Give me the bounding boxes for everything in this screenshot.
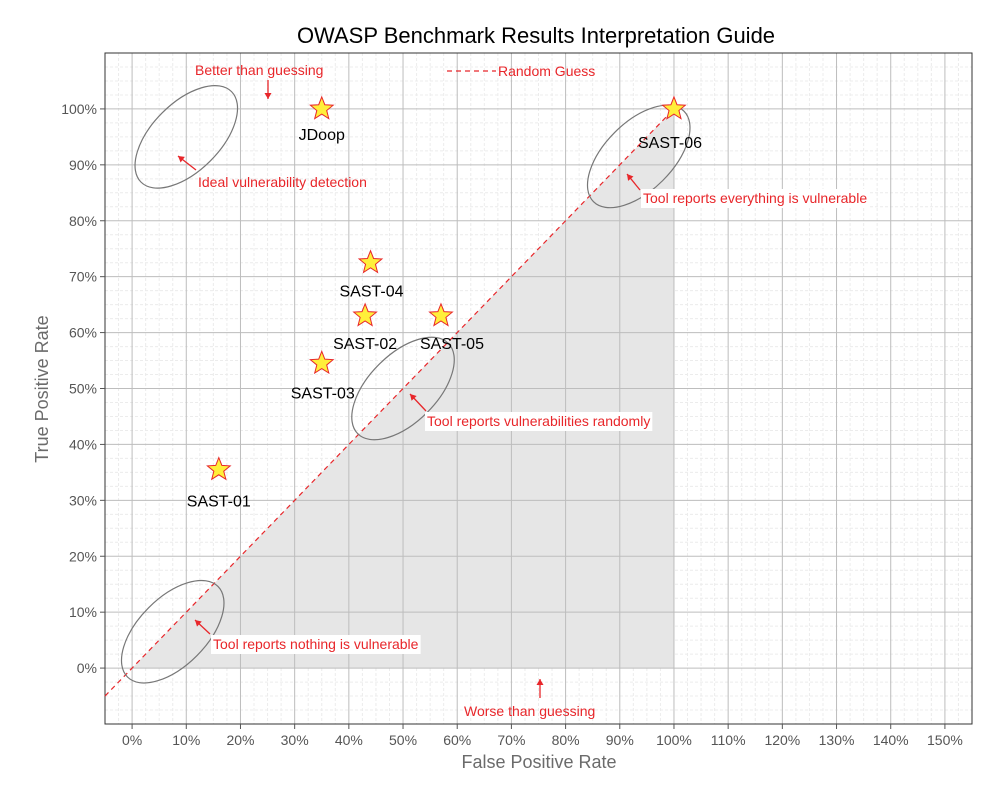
x-tick-label: 120% [764,732,800,748]
x-tick-label: 130% [819,732,855,748]
point-label-sast-05: SAST-05 [420,336,484,353]
arrow-head [178,156,185,163]
annotation-nothing-vulnerable-group: Tool reports nothing is vulnerable [211,635,421,654]
y-axis-title: True Positive Rate [32,315,52,462]
x-tick-label: 10% [172,732,200,748]
y-tick-label: 0% [77,660,97,676]
y-tick-label: 40% [69,436,97,452]
annotation-arrows [177,80,641,698]
point-marker-sast-05 [428,302,454,327]
x-tick-label: 140% [873,732,909,748]
annotation-nothing-vulnerable-bg [211,635,421,654]
random-guess-line [104,108,675,697]
x-tick-label: 40% [335,732,363,748]
y-tick-label: 90% [69,157,97,173]
arrow-head [195,620,202,627]
y-tick-label: 50% [69,381,97,397]
y-tick-label: 30% [69,492,97,508]
annotation-everything-vulnerable: Tool reports everything is vulnerable [643,190,867,206]
legend-random-guess: Random Guess [498,63,595,79]
legend: Random Guess [447,63,595,79]
annotation-random-bg [425,412,653,431]
x-tick-label: 30% [281,732,309,748]
annotation-better-than-guessing: Better than guessing [195,62,323,78]
arrow-head [264,93,272,99]
x-axis: 0% 10% 20% 30% 40% 50% 60% 70% 80% 90% 100% 110% 120… [122,724,963,748]
ideal-region-ellipse [134,85,239,189]
point-marker-sast-01 [206,456,232,481]
point-label-jdoop: JDoop [299,127,345,144]
y-tick-label: 100% [61,101,97,117]
x-tick-label: 50% [389,732,417,748]
annotation-everything-vulnerable-bg [641,189,870,208]
y-axis: 0% 10% 20% 30% 40% 50% 60% 70% 80% 90% 100% [61,101,105,676]
x-tick-label: 100% [656,732,692,748]
annotation-better-than-guessing-group: Better than guessing [195,62,323,78]
annotations: Better than guessing Ideal vulnerability … [195,62,870,719]
plot-area: 0% 10% 20% 30% 40% 50% 60% 70% 80% 90% 100% 110% 120… [61,52,973,748]
annotation-worse-than-guessing-group: Worse than guessing [464,703,595,719]
chart-title: OWASP Benchmark Results Interpretation G… [297,23,775,48]
annotation-random: Tool reports vulnerabilities randomly [427,413,650,429]
point-marker-jdoop [309,95,335,120]
annotation-worse-than-guessing: Worse than guessing [464,703,595,719]
y-tick-label: 20% [69,548,97,564]
annotation-random-group: Tool reports vulnerabilities randomly [425,412,653,431]
arrow-head [536,679,544,685]
arrow-head [410,394,417,401]
everything-vulnerable-ellipse [586,104,691,209]
point-marker-sast-06 [661,95,687,120]
x-axis-title: False Positive Rate [461,752,616,772]
point-label-sast-03: SAST-03 [291,385,355,402]
annotation-nothing-vulnerable: Tool reports nothing is vulnerable [213,636,419,652]
point-label-sast-02: SAST-02 [333,336,397,353]
annotation-ideal-detection: Ideal vulnerability detection [198,174,367,190]
x-tick-label: 60% [443,732,471,748]
x-tick-label: 0% [122,732,142,748]
y-tick-label: 80% [69,213,97,229]
y-tick-label: 70% [69,269,97,285]
x-tick-label: 80% [552,732,580,748]
x-tick-label: 70% [497,732,525,748]
data-points: JDoop SAST-04 SAST-02 SAST-05 SAST-03 SAST-01… [187,95,702,511]
x-tick-label: 90% [606,732,634,748]
y-tick-label: 10% [69,604,97,620]
point-label-sast-04: SAST-04 [340,284,404,301]
point-marker-sast-02 [352,302,378,327]
x-tick-label: 20% [226,732,254,748]
point-label-sast-01: SAST-01 [187,494,251,511]
x-tick-label: 150% [927,732,963,748]
point-marker-sast-03 [309,349,335,375]
annotation-ideal-detection-group: Ideal vulnerability detection [198,174,367,190]
y-tick-label: 60% [69,325,97,341]
arrow-head [627,174,634,181]
x-tick-label: 110% [711,732,746,748]
point-marker-sast-04 [357,249,384,274]
major-grid [105,53,972,724]
nothing-vulnerable-ellipse [120,579,225,684]
annotation-everything-vulnerable-group: Tool reports everything is vulnerable [641,189,870,208]
point-label-sast-06: SAST-06 [638,135,702,152]
